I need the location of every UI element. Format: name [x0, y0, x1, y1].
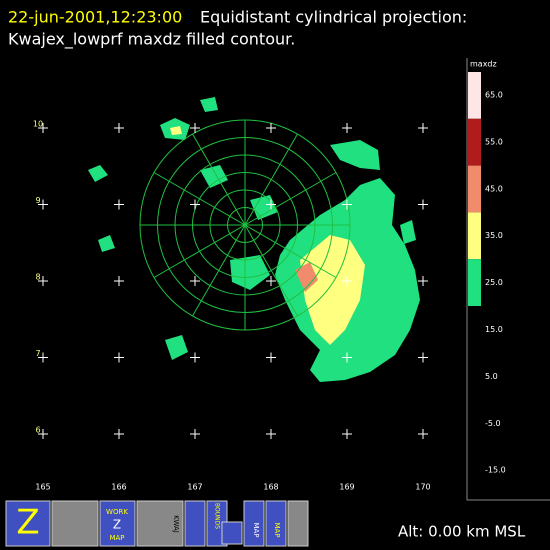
grid-cross — [38, 276, 48, 286]
grid-cross — [114, 352, 124, 363]
echo — [200, 165, 228, 188]
grid-cross — [418, 429, 428, 439]
colorbar-band — [468, 165, 481, 213]
colorbar-band — [468, 72, 481, 119]
grid-cross — [266, 352, 276, 363]
lat-label: 10 — [33, 120, 43, 129]
lon-label: 166 — [111, 483, 126, 492]
colorbar-label: 45.0 — [485, 184, 503, 193]
lat-label: 6 — [35, 426, 40, 435]
grid-cross — [266, 276, 276, 286]
lon-label: 165 — [35, 483, 50, 492]
colorbar-band — [468, 118, 481, 166]
lon-label: 169 — [339, 483, 354, 492]
grid-cross — [190, 429, 200, 439]
echo — [295, 262, 318, 292]
button-label: BOUNDS — [214, 503, 221, 529]
button[interactable] — [184, 500, 206, 547]
lon-label: 168 — [263, 483, 278, 492]
echo — [98, 235, 115, 252]
button-label: MAP — [273, 522, 281, 537]
grid-cross — [114, 276, 124, 286]
grid-cross — [114, 123, 124, 133]
button-label: KWAJ — [172, 515, 180, 533]
toolbar: Z WORK Z MAP KWAJ BOUNDS MAP MAP — [5, 500, 309, 547]
echo — [230, 255, 270, 290]
button[interactable] — [5, 500, 51, 547]
button-label: Z — [113, 518, 121, 532]
colorbar-band — [468, 212, 481, 260]
colorbar-label: -15.0 — [485, 466, 506, 475]
button[interactable] — [51, 500, 99, 547]
grid-cross — [190, 123, 200, 133]
lat-label: 8 — [35, 273, 40, 282]
button-label: MAP — [109, 534, 124, 542]
colorbar: 65.0 55.0 45.0 35.0 25.0 15.0 5.0 -5.0 -15.0 — [468, 72, 506, 475]
button[interactable] — [136, 500, 184, 547]
grid-cross — [38, 199, 48, 210]
button[interactable] — [99, 500, 136, 547]
grid-cross — [114, 199, 124, 210]
grid-cross — [418, 352, 428, 363]
grid-cross — [266, 123, 276, 133]
colorbar-label: 25.0 — [485, 278, 503, 287]
echo — [170, 126, 182, 135]
colorbar-label: 35.0 — [485, 231, 503, 240]
button[interactable] — [265, 500, 287, 547]
button[interactable] — [287, 500, 309, 547]
echo — [200, 97, 218, 112]
lon-label: 170 — [415, 483, 430, 492]
echo — [88, 165, 108, 182]
grid-cross — [190, 276, 200, 286]
grid-cross — [190, 199, 200, 210]
colorbar-label: -5.0 — [485, 419, 501, 428]
grid-cross — [418, 276, 428, 286]
echo — [300, 235, 365, 345]
echo — [165, 335, 188, 360]
lon-label: 167 — [187, 483, 202, 492]
colorbar-label: 15.0 — [485, 325, 503, 334]
grid-cross — [38, 123, 48, 133]
grid-cross — [38, 352, 48, 363]
grid-cross — [190, 352, 200, 363]
altitude-status: Alt: 0.00 km MSL — [398, 523, 526, 541]
button-icon: Z — [16, 503, 39, 543]
grid-cross — [38, 429, 48, 439]
colorbar-label: 65.0 — [485, 91, 503, 100]
grid-cross — [266, 429, 276, 439]
title-line: Kwajex_lowprf maxdz filled contour. — [8, 30, 295, 50]
range-rings — [139, 119, 351, 331]
colorbar-band — [468, 259, 481, 306]
button[interactable] — [221, 521, 243, 545]
echo — [330, 140, 380, 170]
lat-label: 9 — [35, 196, 40, 205]
colorbar-label: 55.0 — [485, 137, 503, 146]
grid-cross — [114, 429, 124, 439]
colorbar-label: 5.0 — [485, 372, 498, 381]
grid-cross — [342, 429, 352, 439]
grid-cross — [342, 123, 352, 133]
lat-label: 7 — [35, 349, 40, 358]
time-label: 22-jun-2001,12:23:00 — [8, 8, 182, 27]
grid-cross — [342, 199, 352, 210]
map-grid: 10 9 8 7 6 165 166 167 168 169 170 — [33, 120, 431, 492]
grid-cross — [342, 276, 352, 286]
button-label: MAP — [252, 522, 260, 537]
title-line: Equidistant cylindrical projection: — [200, 8, 467, 27]
button[interactable] — [243, 500, 265, 547]
grid-cross — [418, 123, 428, 133]
colorbar-title: maxdz — [470, 60, 497, 69]
grid-cross — [418, 199, 428, 210]
grid-cross — [266, 199, 276, 210]
grid-cross — [342, 352, 352, 363]
echo — [400, 220, 416, 244]
button-label: WORK — [106, 508, 128, 516]
